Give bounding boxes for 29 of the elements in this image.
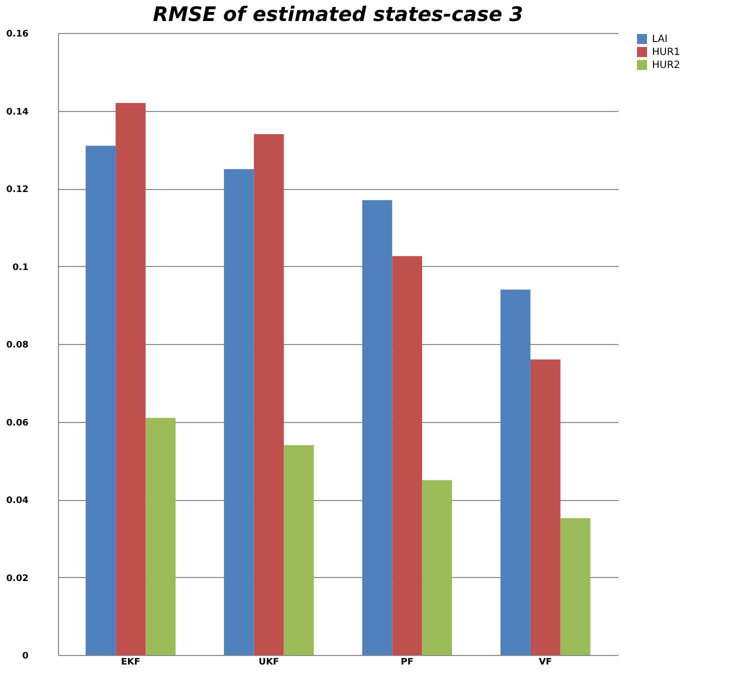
bar	[422, 480, 452, 655]
bar	[530, 360, 560, 655]
y-tick-label: 0.04	[6, 496, 28, 506]
y-tick-label: 0.08	[6, 340, 28, 350]
legend-label: HUR2	[652, 60, 680, 71]
bar	[284, 445, 314, 655]
y-tick-label: 0.02	[6, 574, 28, 584]
y-tick-label: 0.06	[6, 418, 28, 428]
legend-label: HUR1	[652, 47, 680, 58]
bar	[560, 518, 590, 655]
x-tick-label: UKF	[258, 658, 280, 668]
bar	[254, 134, 284, 655]
y-tick-label: 0.16	[6, 30, 28, 40]
legend-label: LAI	[652, 34, 668, 45]
bar	[146, 418, 176, 655]
bar	[500, 290, 530, 655]
bar	[392, 256, 422, 655]
x-tick-label: EKF	[120, 658, 140, 668]
x-tick-label: VF	[538, 658, 552, 668]
y-tick-label: 0	[22, 652, 28, 662]
bar	[116, 102, 146, 655]
x-tick-label: PF	[400, 658, 414, 668]
chart-title: RMSE of estimated states-case 3	[152, 2, 524, 26]
bar	[362, 200, 392, 655]
bar	[224, 169, 254, 655]
y-tick-label: 0.14	[6, 107, 28, 118]
bar	[86, 146, 116, 655]
y-tick-label: 0.12	[6, 185, 28, 195]
y-tick-label: 0.1	[12, 262, 28, 273]
